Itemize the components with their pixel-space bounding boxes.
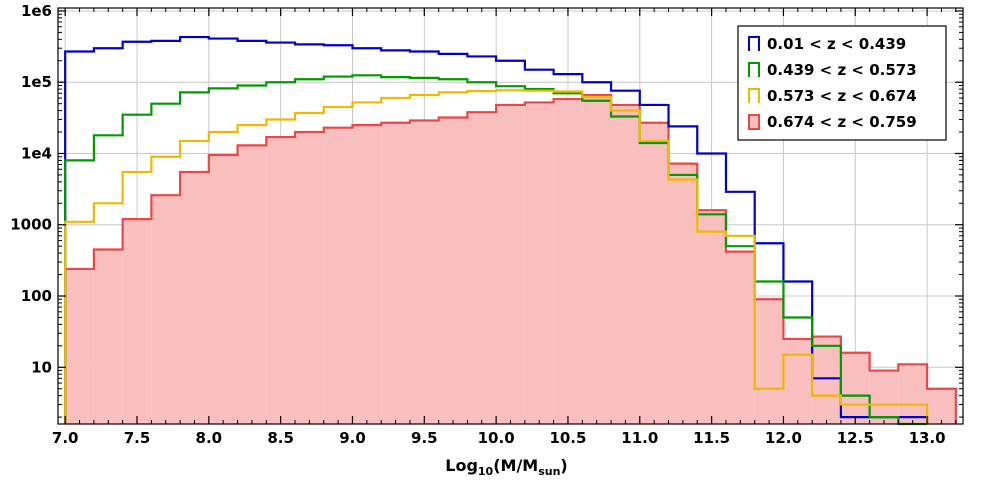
legend-swatch-2 xyxy=(748,88,760,103)
x-tick-label: 12.5 xyxy=(837,429,874,447)
bar-series-3-bin-8 xyxy=(295,132,324,424)
bar-series-3-bin-7 xyxy=(266,137,296,424)
bar-series-3-bin-13 xyxy=(438,117,468,424)
bar-series-3-bin-12 xyxy=(409,120,439,425)
bar-series-3-bin-21 xyxy=(668,163,698,424)
bar-series-3-bin-1 xyxy=(93,249,123,424)
bar-series-3-bin-6 xyxy=(237,145,267,424)
y-tick-labels: 10 100 1000 1e4 1e5 1e6 xyxy=(10,2,52,376)
bar-series-3-bin-15 xyxy=(496,104,525,424)
bar-series-3-bin-18 xyxy=(582,95,612,424)
bar-series-3-bin-10 xyxy=(352,125,382,424)
legend: 0.01 < z < 0.439 0.439 < z < 0.573 0.573 <… xyxy=(737,25,947,141)
legend-box xyxy=(737,25,947,141)
bar-series-3-bin-29 xyxy=(898,364,928,424)
legend-swatch-1 xyxy=(748,62,760,77)
bar-series-3-bin-11 xyxy=(381,122,410,425)
bar-series-3-bin-20 xyxy=(639,122,669,425)
y-tick-label: 1e6 xyxy=(21,2,52,20)
y-tick-label: 1e4 xyxy=(21,144,52,162)
legend-label-2: 0.573 < z < 0.674 xyxy=(767,87,917,105)
bar-series-3-bin-26 xyxy=(812,336,841,424)
bar-series-3-bin-24 xyxy=(754,299,784,424)
x-tick-label: 11.0 xyxy=(621,429,658,447)
x-tick-label: 7.0 xyxy=(52,429,79,447)
bar-series-3-bin-4 xyxy=(180,171,209,424)
filled-histogram-layer xyxy=(65,95,956,425)
bar-series-3-bin-22 xyxy=(697,210,726,424)
bar-series-3-bin-27 xyxy=(840,352,870,424)
bar-series-3-bin-16 xyxy=(524,102,554,424)
x-tick-label: 9.5 xyxy=(411,429,438,447)
x-tick-label: 10.0 xyxy=(478,429,515,447)
x-tick-label: 10.5 xyxy=(549,429,586,447)
legend-label-0: 0.01 < z < 0.439 xyxy=(767,35,906,53)
x-tick-label: 8.5 xyxy=(267,429,294,447)
legend-swatch-0 xyxy=(748,36,760,51)
x-tick-labels: 7.0 7.5 8.0 8.5 9.0 9.5 10.0 10.5 11.0 11.5 12.0 12… xyxy=(52,429,946,447)
bar-series-3-bin-30 xyxy=(927,388,956,424)
x-axis-label-mid: (M/M xyxy=(493,456,538,475)
bar-series-3-bin-5 xyxy=(208,155,238,424)
y-tick-label: 10 xyxy=(31,358,52,376)
y-tick-label: 100 xyxy=(21,287,52,305)
x-tick-label: 9.0 xyxy=(339,429,366,447)
x-axis-label-suffix: ) xyxy=(560,456,567,475)
bar-series-3-bin-9 xyxy=(323,127,353,425)
bar-series-3-bin-3 xyxy=(151,195,181,424)
bar-series-3-bin-14 xyxy=(467,112,497,424)
histogram-outline-layer xyxy=(64,35,957,426)
series-line-2 xyxy=(64,89,929,424)
x-tick-label: 12.0 xyxy=(765,429,802,447)
bar-series-3-bin-17 xyxy=(553,99,583,425)
series-line-0 xyxy=(64,35,929,424)
x-tick-label: 7.5 xyxy=(124,429,151,447)
bar-series-3-bin-25 xyxy=(783,338,813,424)
bar-series-3-bin-23 xyxy=(725,251,755,424)
x-axis-label-prefix: Log xyxy=(445,456,478,475)
legend-swatch-3 xyxy=(748,114,760,130)
bar-series-3-bin-2 xyxy=(122,219,152,424)
x-axis-label-sub1: 10 xyxy=(478,465,494,478)
x-tick-label: 13.0 xyxy=(909,429,946,447)
x-axis-label: Log10(M/Msun) xyxy=(445,456,567,478)
bar-series-3-bin-19 xyxy=(611,104,640,424)
legend-label-1: 0.439 < z < 0.573 xyxy=(767,61,917,79)
x-tick-label: 11.5 xyxy=(693,429,730,447)
series-line-1 xyxy=(64,74,928,426)
legend-label-3: 0.674 < z < 0.759 xyxy=(767,113,917,131)
x-tick-label: 8.0 xyxy=(196,429,223,447)
y-tick-label: 1000 xyxy=(10,216,52,234)
bar-series-3-bin-0 xyxy=(65,268,94,424)
axis-ticks xyxy=(58,8,963,424)
y-tick-label: 1e5 xyxy=(21,73,52,91)
x-axis-label-sub2: sun xyxy=(538,465,560,478)
bar-series-3-bin-28 xyxy=(869,370,899,424)
